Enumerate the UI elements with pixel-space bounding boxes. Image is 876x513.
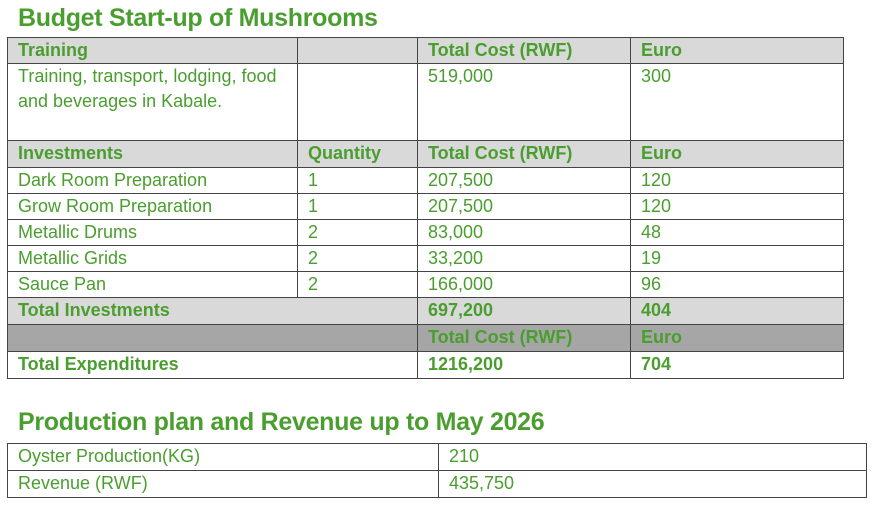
cell: 33,200 — [417, 245, 631, 272]
cell: Investments — [7, 140, 298, 168]
cell: Total Expenditures — [7, 351, 418, 379]
cell: Metallic Grids — [7, 245, 298, 272]
cell: Total Investments — [7, 297, 418, 325]
table-row: Oyster Production(KG) 210 — [7, 443, 867, 471]
table-row: Revenue (RWF) 435,750 — [7, 470, 867, 498]
cell: 1216,200 — [417, 351, 631, 379]
table-row: Dark Room Preparation 1 207,500 120 — [7, 167, 844, 194]
production-title: Production plan and Revenue up to May 20… — [18, 408, 545, 436]
cell: 120 — [630, 193, 844, 220]
cell: 19 — [630, 245, 844, 272]
table-row: Total Investments 697,200 404 — [7, 297, 844, 325]
cell: 697,200 — [417, 297, 631, 325]
table-row: Training Total Cost (RWF) Euro — [7, 37, 844, 64]
cell: Dark Room Preparation — [7, 167, 298, 194]
cell — [297, 37, 418, 64]
table-row: Metallic Grids 2 33,200 19 — [7, 245, 844, 272]
cell: Total Cost (RWF) — [417, 37, 631, 64]
table-row: Metallic Drums 2 83,000 48 — [7, 219, 844, 246]
cell: 704 — [630, 351, 844, 379]
cell: 120 — [630, 167, 844, 194]
cell: 1 — [297, 167, 418, 194]
cell — [7, 324, 418, 352]
table-row: Training, transport, lodging, food and b… — [7, 63, 844, 141]
cell — [297, 63, 418, 141]
budget-table: Training Total Cost (RWF) Euro Training,… — [7, 37, 844, 379]
cell: 404 — [630, 297, 844, 325]
cell: Grow Room Preparation — [7, 193, 298, 220]
cell: 207,500 — [417, 193, 631, 220]
cell: Total Cost (RWF) — [417, 140, 631, 168]
cell: 48 — [630, 219, 844, 246]
cell: Revenue (RWF) — [7, 470, 439, 498]
cell: Quantity — [297, 140, 418, 168]
cell: 519,000 — [417, 63, 631, 141]
cell: 83,000 — [417, 219, 631, 246]
cell: Euro — [630, 140, 844, 168]
cell: Training — [7, 37, 298, 64]
table-row: Sauce Pan 2 166,000 96 — [7, 271, 844, 298]
cell: Total Cost (RWF) — [417, 324, 631, 352]
cell: 300 — [630, 63, 844, 141]
cell: Sauce Pan — [7, 271, 298, 298]
cell: 1 — [297, 193, 418, 220]
table-row: Investments Quantity Total Cost (RWF) Eu… — [7, 140, 844, 168]
cell: Euro — [630, 324, 844, 352]
cell: 207,500 — [417, 167, 631, 194]
cell: 210 — [438, 443, 867, 471]
cell: 96 — [630, 271, 844, 298]
cell: Metallic Drums — [7, 219, 298, 246]
cell: 2 — [297, 245, 418, 272]
cell: Oyster Production(KG) — [7, 443, 439, 471]
cell: Euro — [630, 37, 844, 64]
cell: 2 — [297, 219, 418, 246]
cell: 435,750 — [438, 470, 867, 498]
cell: 2 — [297, 271, 418, 298]
production-table: Oyster Production(KG) 210 Revenue (RWF) … — [7, 443, 867, 498]
budget-title: Budget Start-up of Mushrooms — [18, 4, 378, 32]
table-row: Total Cost (RWF) Euro — [7, 324, 844, 352]
cell: 166,000 — [417, 271, 631, 298]
cell: Training, transport, lodging, food and b… — [7, 63, 298, 141]
table-row: Grow Room Preparation 1 207,500 120 — [7, 193, 844, 220]
table-row: Total Expenditures 1216,200 704 — [7, 351, 844, 379]
